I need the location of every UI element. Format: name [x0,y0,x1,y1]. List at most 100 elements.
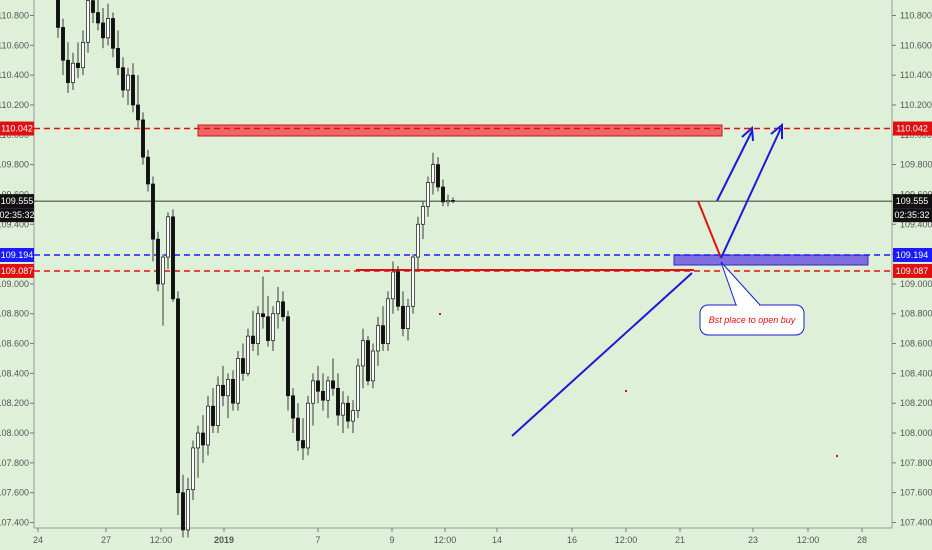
candle[interactable] [361,328,365,389]
x-tick-label: 23 [748,535,758,545]
time-axis[interactable]: 24 27 12:00 2019 7 9 12:00 14 16 12:00 21 23 12:00 28 [33,528,867,545]
candle[interactable] [56,0,60,38]
candle-body-up [371,350,375,382]
candle[interactable] [311,373,315,426]
candle[interactable] [341,391,345,434]
candle[interactable] [136,75,140,128]
resistance-zone[interactable] [197,124,723,137]
candle[interactable] [176,291,180,516]
candle[interactable] [231,370,235,411]
buy-zone[interactable] [673,254,869,266]
candle[interactable] [281,291,285,322]
candle[interactable] [236,351,240,411]
candle[interactable] [266,295,270,347]
candle[interactable] [366,336,370,386]
candle[interactable] [191,440,195,501]
candle-body-up [106,18,110,39]
candle[interactable] [421,201,425,240]
candle[interactable] [436,157,440,192]
candle[interactable] [121,57,125,98]
candle[interactable] [131,63,135,113]
candle[interactable] [396,266,400,311]
candle[interactable] [271,306,275,352]
candle-body-down [336,387,340,416]
candle[interactable] [61,18,65,76]
candle-body-up [406,305,410,329]
candle[interactable] [321,373,325,411]
candle[interactable] [411,254,415,314]
candle[interactable] [351,400,355,434]
candle[interactable] [331,358,335,396]
candle[interactable] [76,42,80,79]
candle[interactable] [241,343,245,381]
candle[interactable] [261,276,265,329]
candle-body-up [216,384,220,426]
candle[interactable] [126,67,130,105]
candle[interactable] [386,291,390,352]
candle[interactable] [96,0,100,31]
candle[interactable] [246,328,250,377]
candle[interactable] [106,3,110,46]
candle[interactable] [86,0,90,53]
candle-body-up [446,200,450,203]
candle[interactable] [251,310,255,352]
candle[interactable] [186,477,190,538]
y-tick-label-left: 109.400 [0,219,29,229]
candle[interactable] [441,179,445,207]
x-tick-label: 7 [315,535,320,545]
candle[interactable] [291,388,295,434]
candle[interactable] [336,373,340,426]
ascending-trendline[interactable] [511,272,693,437]
candle[interactable] [201,415,205,463]
candle[interactable] [166,212,170,269]
y-tick-label-right: 109.000 [900,279,932,289]
candle[interactable] [116,30,120,76]
candle[interactable] [146,149,150,192]
candle[interactable] [306,395,310,456]
candle[interactable] [376,316,380,366]
candle[interactable] [211,388,215,434]
y-tick-label-right: 108.600 [900,339,932,349]
candle[interactable] [101,8,105,49]
candle[interactable] [141,112,145,165]
candle[interactable] [326,376,330,419]
candle[interactable] [316,365,320,404]
candle-body-down [261,313,265,318]
candle[interactable] [391,261,395,314]
candle[interactable] [81,30,85,76]
candle[interactable] [181,474,185,538]
candle[interactable] [416,216,420,269]
candle-body-down [121,67,125,91]
candle[interactable] [286,310,290,411]
candle[interactable] [171,209,175,302]
candle[interactable] [356,358,360,419]
candle[interactable] [381,306,385,352]
candle[interactable] [71,52,75,91]
candle[interactable] [426,176,430,217]
candle[interactable] [256,306,260,356]
candle[interactable] [346,395,350,429]
candle[interactable] [111,12,115,58]
candle[interactable] [206,395,210,456]
candle[interactable] [406,298,410,341]
candle[interactable] [226,373,230,419]
candle[interactable] [66,42,70,94]
candle[interactable] [156,231,160,292]
candle[interactable] [431,152,435,195]
candle[interactable] [151,176,155,262]
candle[interactable] [301,418,305,460]
candle[interactable] [401,291,405,337]
candle[interactable] [216,376,220,434]
candle[interactable] [446,194,450,207]
candle[interactable] [91,0,95,23]
y-tick-label-left: 110.600 [0,40,29,50]
candle[interactable] [371,343,375,389]
candle[interactable] [276,286,280,329]
y-tick-label-left: 107.400 [0,518,29,528]
candle[interactable] [221,365,225,407]
candle[interactable] [161,254,165,326]
candle[interactable] [196,425,200,478]
candle[interactable] [296,403,300,451]
candle[interactable] [451,197,455,204]
